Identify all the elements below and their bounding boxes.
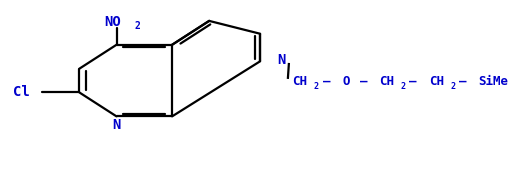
Text: CH: CH <box>292 75 308 88</box>
Text: N: N <box>112 118 121 132</box>
Text: NO: NO <box>105 15 121 29</box>
Text: —: — <box>360 75 367 88</box>
Text: 2: 2 <box>314 82 319 91</box>
Text: 2: 2 <box>450 82 455 91</box>
Text: Cl: Cl <box>13 85 30 100</box>
Text: N: N <box>277 53 285 67</box>
Text: CH: CH <box>429 75 444 88</box>
Text: —: — <box>409 75 417 88</box>
Text: CH: CH <box>379 75 394 88</box>
Text: O: O <box>342 75 350 88</box>
Text: —: — <box>323 75 330 88</box>
Text: 2: 2 <box>134 21 140 31</box>
Text: 2: 2 <box>401 82 405 91</box>
Text: —: — <box>459 75 466 88</box>
Text: SiMe: SiMe <box>478 75 508 88</box>
